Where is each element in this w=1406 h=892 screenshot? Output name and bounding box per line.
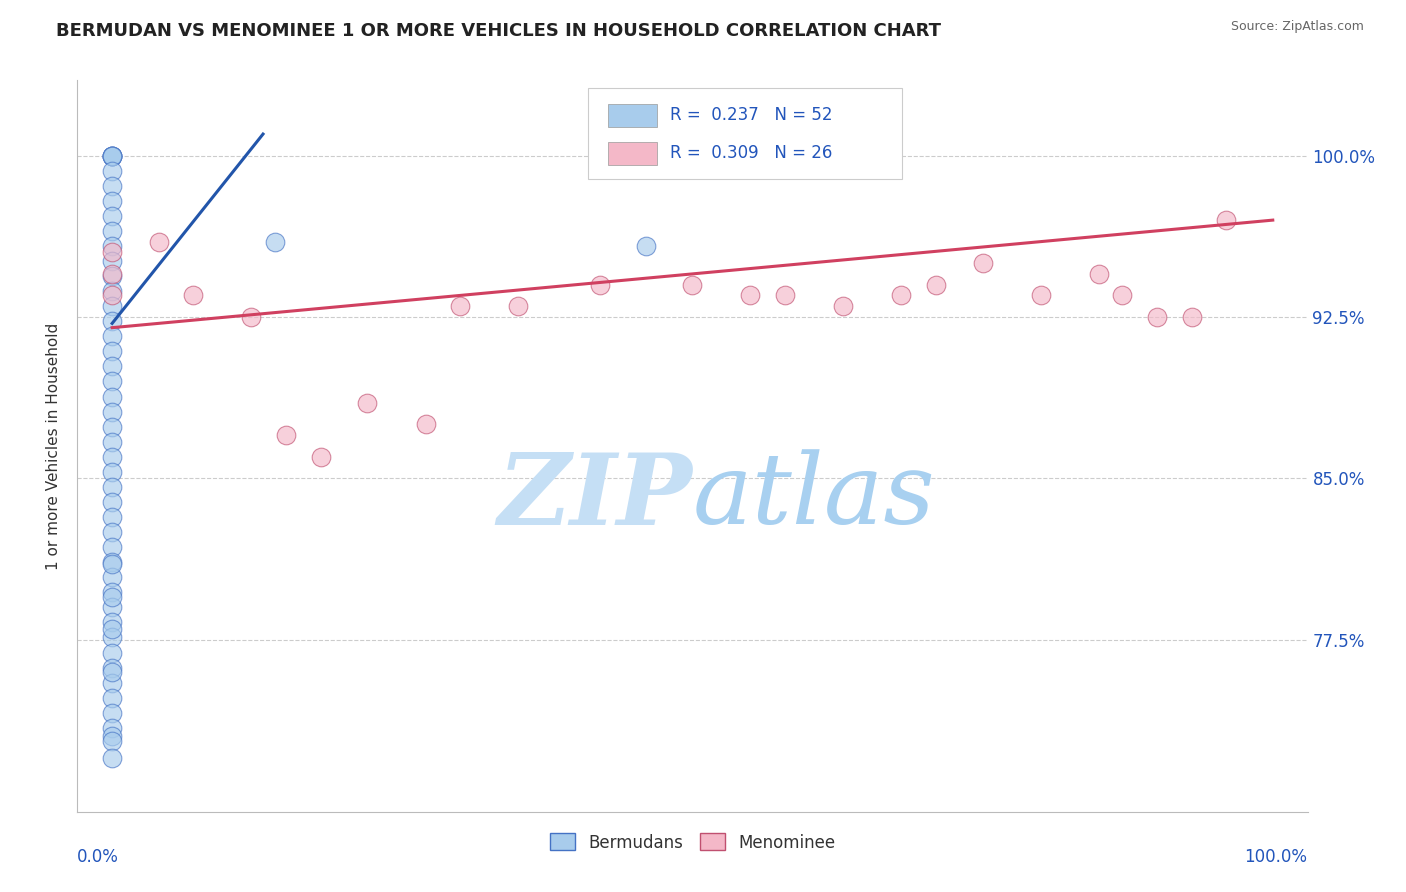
Text: R =  0.237   N = 52: R = 0.237 N = 52	[671, 106, 832, 124]
Point	[101, 209, 124, 223]
Point	[101, 555, 124, 569]
Point	[101, 622, 124, 636]
Point	[101, 267, 124, 281]
Point	[682, 277, 704, 292]
Point	[890, 288, 912, 302]
Point	[101, 665, 124, 679]
Point	[101, 730, 124, 744]
Point	[101, 434, 124, 449]
Text: ZIP: ZIP	[498, 449, 693, 545]
Point	[1180, 310, 1202, 324]
Text: atlas: atlas	[693, 450, 935, 545]
FancyBboxPatch shape	[588, 87, 901, 179]
Point	[101, 375, 124, 389]
Point	[101, 480, 124, 494]
Point	[148, 235, 170, 249]
Point	[101, 314, 124, 328]
Point	[415, 417, 437, 432]
Point	[101, 585, 124, 599]
Point	[101, 706, 124, 720]
Point	[101, 163, 124, 178]
Point	[101, 344, 124, 359]
Point	[101, 224, 124, 238]
Point	[183, 288, 205, 302]
Point	[101, 646, 124, 660]
Point	[101, 465, 124, 479]
Y-axis label: 1 or more Vehicles in Household: 1 or more Vehicles in Household	[46, 322, 62, 570]
Point	[101, 510, 124, 524]
Point	[101, 540, 124, 554]
Point	[101, 733, 124, 747]
Point	[740, 288, 762, 302]
Point	[101, 615, 124, 630]
Point	[101, 148, 124, 162]
Point	[101, 419, 124, 434]
Point	[1029, 288, 1052, 302]
Point	[101, 390, 124, 404]
Point	[101, 495, 124, 509]
Point	[101, 450, 124, 464]
Point	[634, 239, 657, 253]
Point	[101, 631, 124, 645]
Point	[1146, 310, 1168, 324]
Point	[101, 558, 124, 572]
Point	[832, 299, 855, 313]
Point	[240, 310, 263, 324]
FancyBboxPatch shape	[607, 103, 657, 127]
Text: 100.0%: 100.0%	[1244, 848, 1308, 866]
Text: BERMUDAN VS MENOMINEE 1 OR MORE VEHICLES IN HOUSEHOLD CORRELATION CHART: BERMUDAN VS MENOMINEE 1 OR MORE VEHICLES…	[56, 22, 941, 40]
Point	[101, 690, 124, 705]
Point	[101, 148, 124, 162]
Point	[101, 268, 124, 283]
Point	[101, 288, 124, 302]
Point	[775, 288, 797, 302]
Point	[101, 194, 124, 208]
Point	[101, 675, 124, 690]
Point	[101, 751, 124, 765]
Point	[263, 235, 285, 249]
Point	[101, 721, 124, 735]
Point	[1087, 267, 1109, 281]
Point	[101, 359, 124, 374]
Point	[101, 254, 124, 268]
Point	[508, 299, 530, 313]
Point	[101, 570, 124, 584]
Point	[101, 245, 124, 260]
Point	[588, 277, 610, 292]
Legend: Bermudans, Menominee: Bermudans, Menominee	[543, 827, 842, 858]
Point	[101, 404, 124, 418]
FancyBboxPatch shape	[607, 142, 657, 165]
Text: R =  0.309   N = 26: R = 0.309 N = 26	[671, 145, 832, 162]
Point	[1215, 213, 1237, 227]
Point	[101, 148, 124, 162]
Point	[101, 660, 124, 674]
Point	[972, 256, 994, 270]
Point	[276, 428, 298, 442]
Point	[101, 524, 124, 539]
Text: 0.0%: 0.0%	[77, 848, 120, 866]
Point	[309, 450, 332, 464]
Point	[449, 299, 471, 313]
Point	[356, 396, 378, 410]
Point	[101, 329, 124, 343]
Point	[101, 299, 124, 313]
Point	[101, 148, 124, 162]
Text: Source: ZipAtlas.com: Source: ZipAtlas.com	[1230, 20, 1364, 33]
Point	[101, 590, 124, 604]
Point	[101, 284, 124, 298]
Point	[101, 178, 124, 193]
Point	[101, 239, 124, 253]
Point	[101, 600, 124, 615]
Point	[1111, 288, 1133, 302]
Point	[925, 277, 948, 292]
Point	[101, 148, 124, 162]
